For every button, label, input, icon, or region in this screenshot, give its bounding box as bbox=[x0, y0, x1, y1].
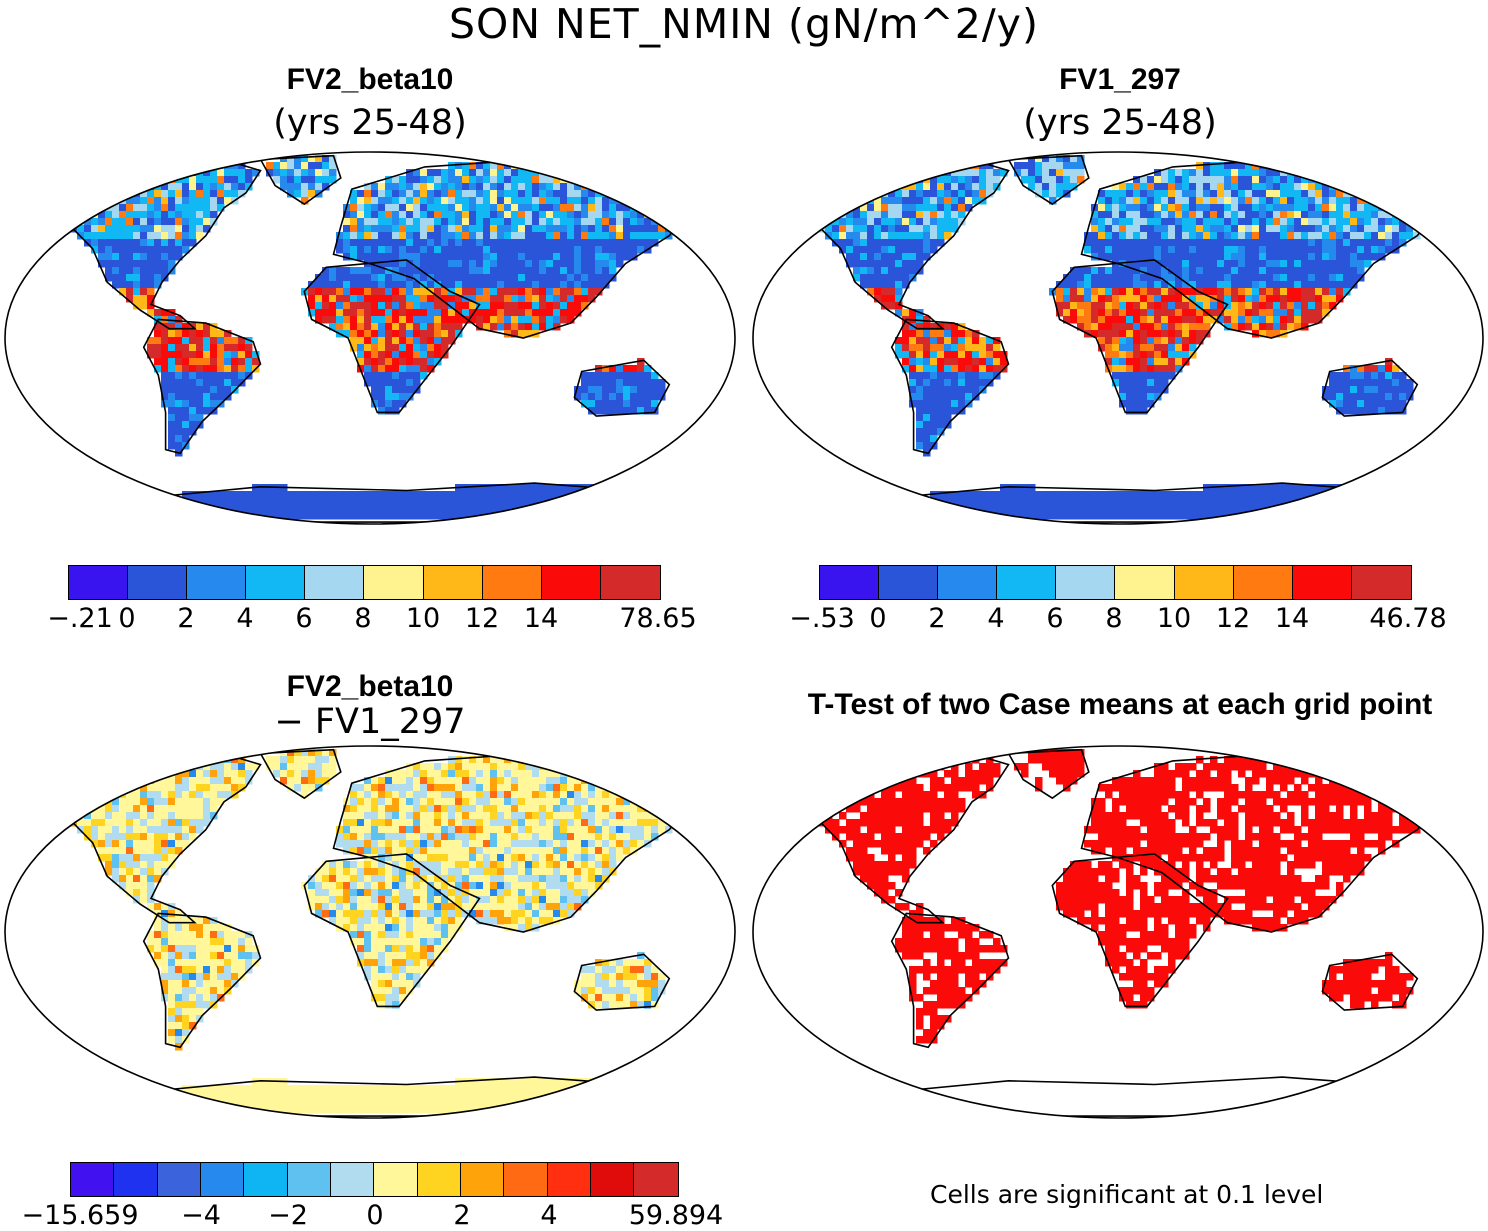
panel-title-bottom-left: FV2_beta10 bbox=[70, 670, 670, 704]
colorbar-tick-label: 46.78 bbox=[1369, 603, 1446, 634]
colorbar-tick-label: −.21 bbox=[47, 603, 113, 634]
colorbar-tick-label: 14 bbox=[524, 603, 558, 634]
colorbar-swatch bbox=[1352, 566, 1411, 599]
colorbar-tick-label: −15.659 bbox=[21, 1200, 138, 1231]
colorbar-swatch bbox=[69, 566, 128, 599]
colorbar-bottom-left bbox=[70, 1162, 679, 1197]
panel-title-top-right: FV1_297 bbox=[820, 63, 1420, 97]
colorbar-swatch bbox=[1175, 566, 1234, 599]
panel-subtitle-top-right: (yrs 25-48) bbox=[820, 103, 1420, 143]
colorbar-tick-label: 10 bbox=[406, 603, 440, 634]
colorbar-tick-label: 0 bbox=[366, 1200, 383, 1231]
figure-title: SON NET_NMIN (gN/m^2/y) bbox=[0, 0, 1488, 48]
colorbar-tick-label: 2 bbox=[177, 603, 194, 634]
colorbar-tick-label: 6 bbox=[1046, 603, 1063, 634]
colorbar-swatch bbox=[305, 566, 364, 599]
colorbar-tick-label: 78.65 bbox=[619, 603, 696, 634]
map-top-left bbox=[0, 148, 740, 528]
colorbar-tick-label: 59.894 bbox=[629, 1200, 723, 1231]
colorbar-swatch bbox=[1115, 566, 1174, 599]
map-bottom-right bbox=[748, 742, 1488, 1122]
colorbar-swatch bbox=[997, 566, 1056, 599]
colorbar-swatch bbox=[591, 1163, 634, 1196]
colorbar-swatch bbox=[244, 1163, 287, 1196]
colorbar-swatch bbox=[938, 566, 997, 599]
colorbar-tick-label: 14 bbox=[1275, 603, 1309, 634]
colorbar-swatch bbox=[461, 1163, 504, 1196]
colorbar-swatch bbox=[288, 1163, 331, 1196]
colorbar-tick-label: 12 bbox=[465, 603, 499, 634]
colorbar-top-left bbox=[68, 565, 661, 600]
colorbar-tick-label: 4 bbox=[987, 603, 1004, 634]
colorbar-tick-label: 8 bbox=[1105, 603, 1122, 634]
colorbar-swatch bbox=[424, 566, 483, 599]
colorbar-tick-label: 4 bbox=[540, 1200, 557, 1231]
colorbar-tick-label: 0 bbox=[869, 603, 886, 634]
colorbar-tick-label: 4 bbox=[236, 603, 253, 634]
colorbar-swatch bbox=[1056, 566, 1115, 599]
panel-title-bottom-right: T-Test of two Case means at each grid po… bbox=[755, 688, 1485, 722]
colorbar-swatch bbox=[504, 1163, 547, 1196]
colorbar-swatch bbox=[114, 1163, 157, 1196]
colorbar-swatch bbox=[879, 566, 938, 599]
panel-subtitle-bottom-left: − FV1_297 bbox=[70, 702, 670, 742]
map-top-right bbox=[748, 148, 1488, 528]
colorbar-swatch bbox=[246, 566, 305, 599]
colorbar-tick-label: −4 bbox=[181, 1200, 221, 1231]
colorbar-swatch bbox=[364, 566, 423, 599]
map-bottom-left bbox=[0, 742, 740, 1122]
colorbar-swatch bbox=[601, 566, 660, 599]
colorbar-tick-label: 8 bbox=[354, 603, 371, 634]
colorbar-swatch bbox=[331, 1163, 374, 1196]
significance-note: Cells are significant at 0.1 level bbox=[930, 1180, 1323, 1209]
colorbar-swatch bbox=[1234, 566, 1293, 599]
panel-title-top-left: FV2_beta10 bbox=[70, 63, 670, 97]
colorbar-swatch bbox=[374, 1163, 417, 1196]
colorbar-tick-label: 2 bbox=[928, 603, 945, 634]
colorbar-swatch bbox=[542, 566, 601, 599]
colorbar-top-right bbox=[819, 565, 1412, 600]
colorbar-tick-label: 2 bbox=[453, 1200, 470, 1231]
colorbar-tick-label: 12 bbox=[1216, 603, 1250, 634]
panel-subtitle-top-left: (yrs 25-48) bbox=[70, 103, 670, 143]
colorbar-tick-label: −2 bbox=[268, 1200, 308, 1231]
colorbar-swatch bbox=[71, 1163, 114, 1196]
colorbar-swatch bbox=[1293, 566, 1352, 599]
coastline-antarctica bbox=[892, 1077, 1381, 1116]
colorbar-swatch bbox=[158, 1163, 201, 1196]
colorbar-swatch bbox=[128, 566, 187, 599]
colorbar-swatch bbox=[418, 1163, 461, 1196]
colorbar-swatch bbox=[634, 1163, 677, 1196]
colorbar-swatch bbox=[483, 566, 542, 599]
colorbar-tick-label: −.53 bbox=[789, 603, 855, 634]
colorbar-tick-label: 10 bbox=[1157, 603, 1191, 634]
colorbar-swatch bbox=[820, 566, 879, 599]
colorbar-swatch bbox=[187, 566, 246, 599]
colorbar-swatch bbox=[201, 1163, 244, 1196]
colorbar-tick-label: 6 bbox=[295, 603, 312, 634]
colorbar-tick-label: 0 bbox=[118, 603, 135, 634]
colorbar-swatch bbox=[548, 1163, 591, 1196]
